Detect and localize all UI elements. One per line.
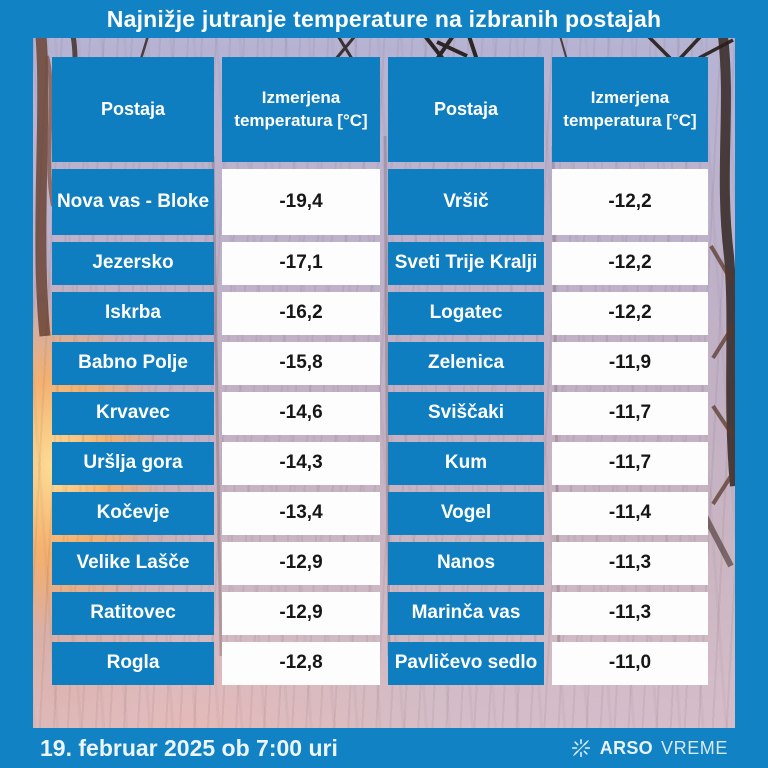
station-cell: Marinča vas <box>388 592 544 635</box>
station-cell: Pavličevo sedlo <box>388 642 544 685</box>
temperature-cell: -12,8 <box>222 642 380 685</box>
header-temperature-left: Izmerjena temperatura [°C] <box>222 57 380 162</box>
logo-name: ARSO <box>599 737 653 758</box>
temperature-cell: -17,1 <box>222 242 380 285</box>
temperature-cell: -12,2 <box>552 292 708 335</box>
header-station-left: Postaja <box>52 57 214 162</box>
temperature-cell: -14,3 <box>222 442 380 485</box>
temperature-cell: -11,0 <box>552 642 708 685</box>
page-title: Najnižje jutranje temperature na izbrani… <box>106 5 662 32</box>
temperature-cell: -11,7 <box>552 442 708 485</box>
logo-suffix: VREME <box>660 737 728 758</box>
temperature-cell: -11,3 <box>552 542 708 585</box>
temperature-cell: -12,9 <box>222 542 380 585</box>
temperature-cell: -12,2 <box>552 242 708 285</box>
station-cell: Vršič <box>388 169 544 235</box>
temperature-cell: -13,4 <box>222 492 380 535</box>
station-cell: Sviščaki <box>388 392 544 435</box>
station-cell: Babno Polje <box>52 342 214 385</box>
temperature-cell: -15,8 <box>222 342 380 385</box>
station-cell: Kočevje <box>52 492 214 535</box>
temperature-cell: -12,2 <box>552 169 708 235</box>
station-cell: Iskrba <box>52 292 214 335</box>
temperature-cell: -16,2 <box>222 292 380 335</box>
temperature-cell: -11,7 <box>552 392 708 435</box>
station-cell: Uršlja gora <box>52 442 214 485</box>
temperature-cell: -11,4 <box>552 492 708 535</box>
station-cell: Nova vas - Bloke <box>52 169 214 235</box>
station-cell: Krvavec <box>52 392 214 435</box>
title-band: Najnižje jutranje temperature na izbrani… <box>0 0 768 38</box>
station-cell: Kum <box>388 442 544 485</box>
arso-weather-icon <box>571 738 590 758</box>
station-cell: Vogel <box>388 492 544 535</box>
station-cell: Velike Lašče <box>52 542 214 585</box>
station-cell: Sveti Trije Kralji <box>388 242 544 285</box>
footer-band: 19. februar 2025 ob 7:00 uri ARSO VREME <box>0 728 768 768</box>
temperature-cell: -11,3 <box>552 592 708 635</box>
station-cell: Jezersko <box>52 242 214 285</box>
station-cell: Zelenica <box>388 342 544 385</box>
header-temperature-right: Izmerjena temperatura [°C] <box>552 57 708 162</box>
date-label: 19. februar 2025 ob 7:00 uri <box>40 734 338 761</box>
temperature-cell: -14,6 <box>222 392 380 435</box>
temperature-cell: -19,4 <box>222 169 380 235</box>
arso-vreme-logo: ARSO VREME <box>570 737 728 759</box>
temperature-table: Postaja Izmerjena temperatura [°C] Posta… <box>52 57 708 685</box>
temperature-cell: -11,9 <box>552 342 708 385</box>
station-cell: Logatec <box>388 292 544 335</box>
header-station-right: Postaja <box>388 57 544 162</box>
station-cell: Ratitovec <box>52 592 214 635</box>
station-cell: Nanos <box>388 542 544 585</box>
temperature-cell: -12,9 <box>222 592 380 635</box>
station-cell: Rogla <box>52 642 214 685</box>
